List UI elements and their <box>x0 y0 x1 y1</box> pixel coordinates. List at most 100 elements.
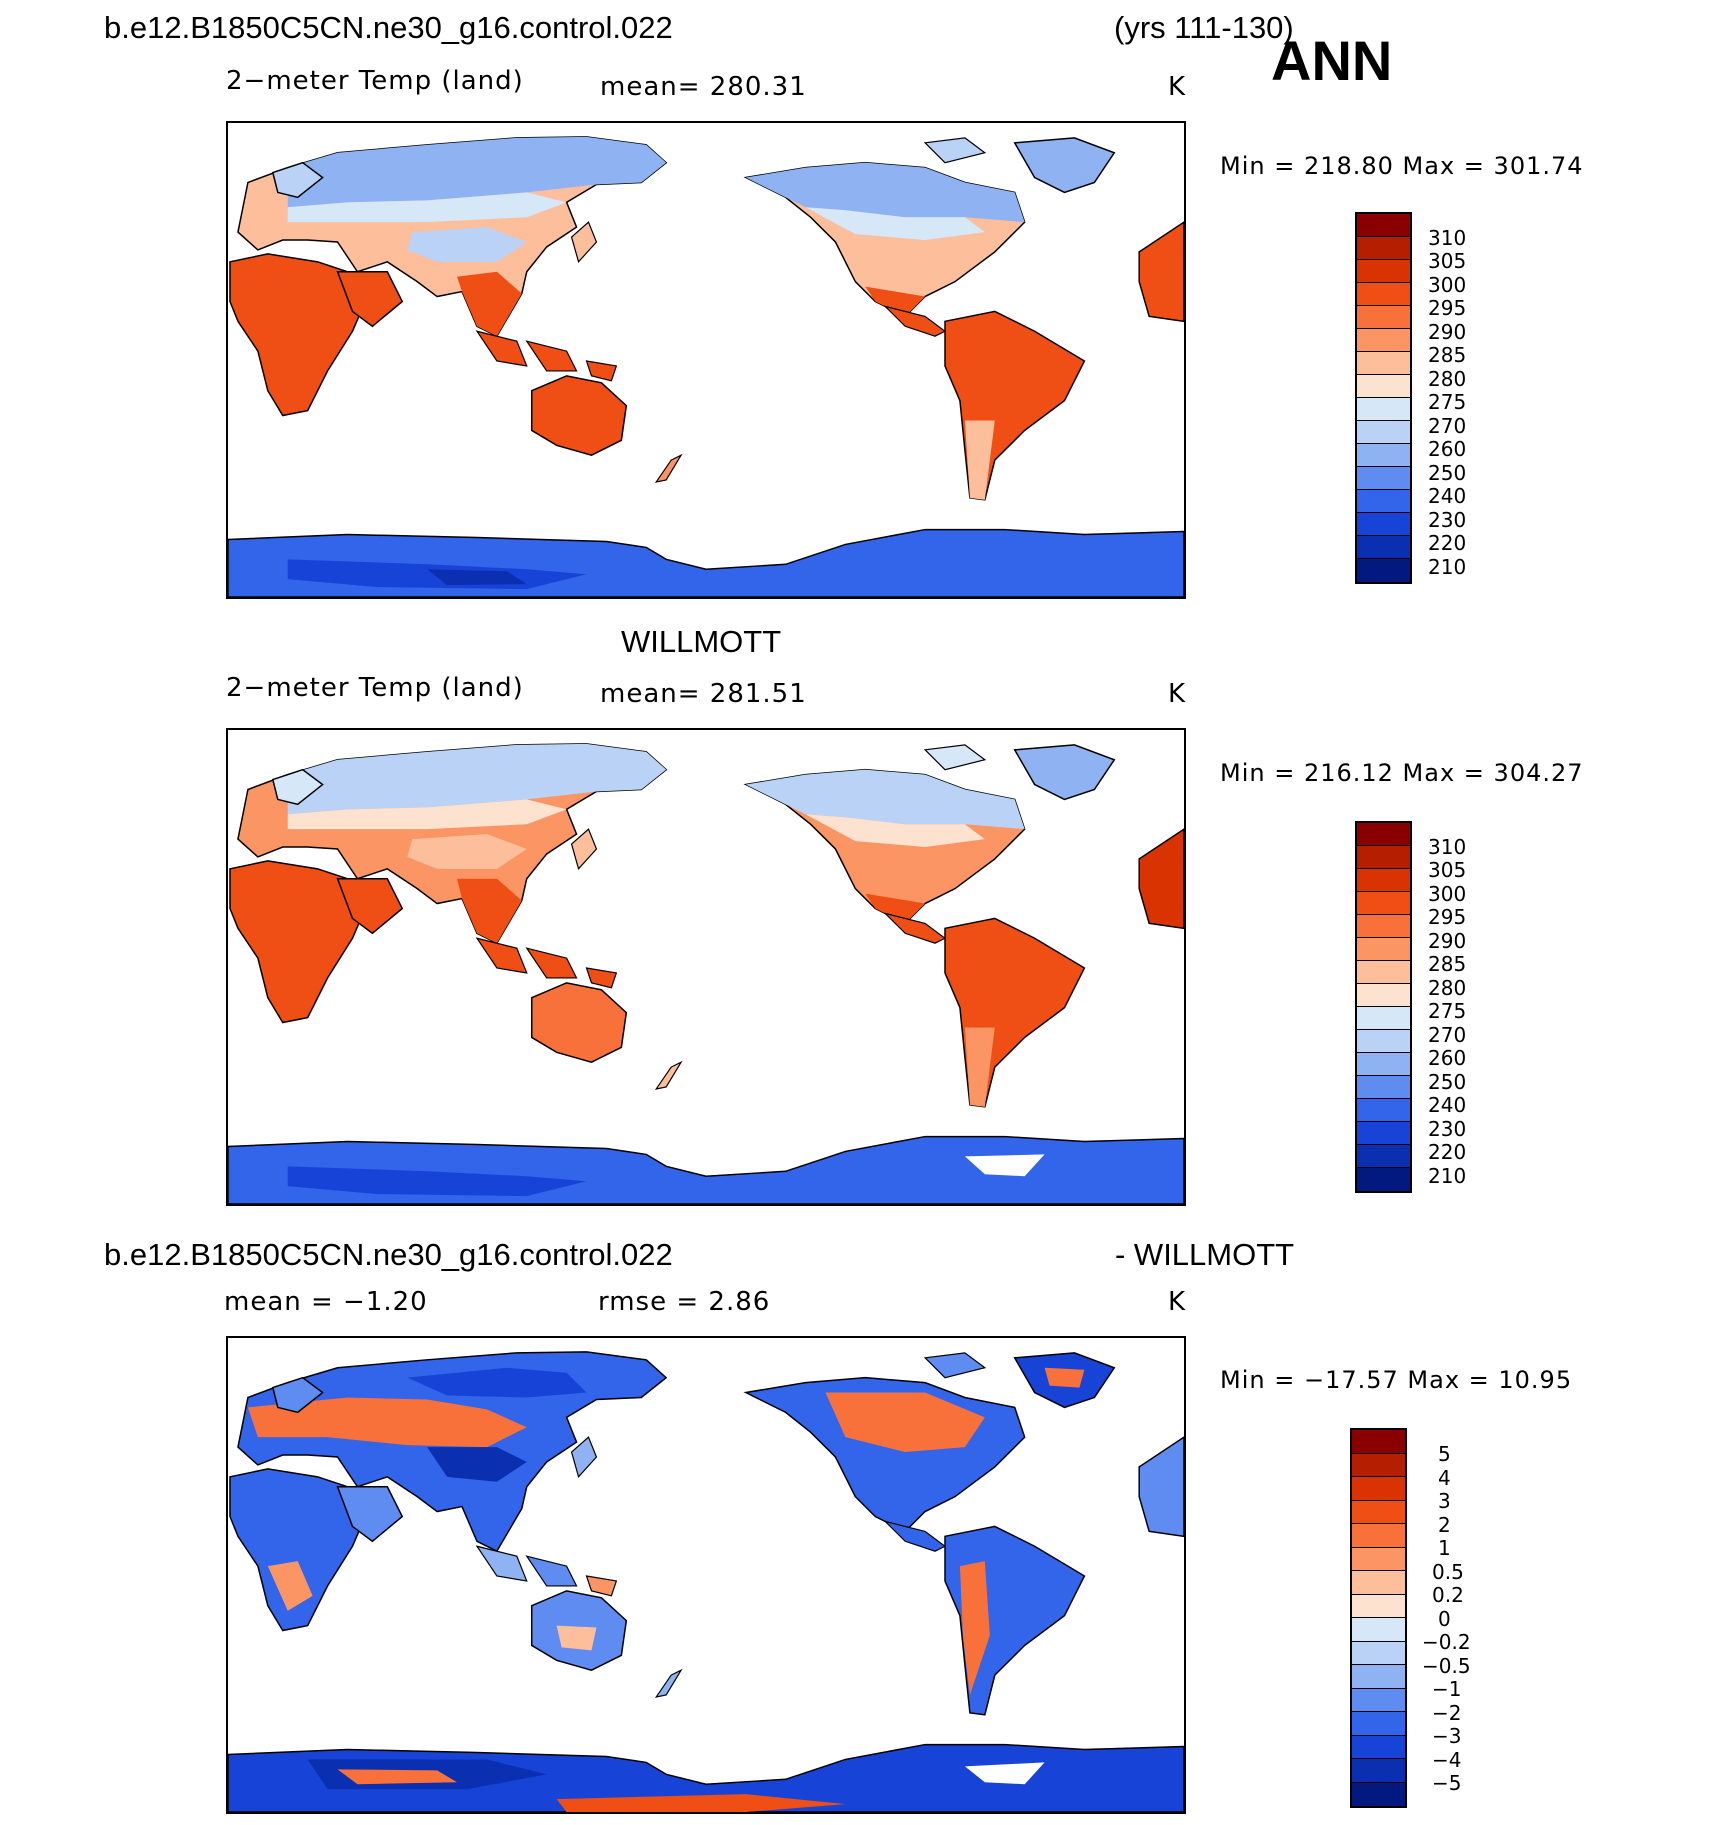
colorbar-segment <box>1357 467 1410 490</box>
colorbar-segment <box>1352 1594 1405 1618</box>
colorbar-segment <box>1352 1500 1405 1524</box>
panel3-title-right: - WILLMOTT <box>1115 1237 1295 1272</box>
colorbar-segment <box>1357 375 1410 398</box>
colorbar-segment <box>1357 984 1410 1007</box>
colorbar-label: 275 <box>1428 390 1467 414</box>
panel2-variable: 2−meter Temp (land) <box>226 673 524 703</box>
colorbar-segment <box>1352 1477 1405 1501</box>
colorbar-label: 310 <box>1428 835 1467 859</box>
panel2-colorbar <box>1355 821 1412 1193</box>
colorbar-segment <box>1352 1735 1405 1759</box>
colorbar-segment <box>1357 214 1410 237</box>
colorbar-label: 230 <box>1428 508 1467 532</box>
colorbar-segment <box>1352 1665 1405 1689</box>
colorbar-segment <box>1357 490 1410 513</box>
panel3-rmse: rmse = 2.86 <box>598 1287 771 1317</box>
colorbar-label: 250 <box>1428 1070 1467 1094</box>
case-title: b.e12.B1850C5CN.ne30_g16.control.022 <box>104 10 673 45</box>
colorbar-segment <box>1357 352 1410 375</box>
colorbar-segment <box>1357 1122 1410 1145</box>
colorbar-segment <box>1357 1168 1410 1191</box>
colorbar-segment <box>1352 1430 1405 1454</box>
colorbar-label: 285 <box>1428 343 1467 367</box>
colorbar-label: 305 <box>1428 858 1467 882</box>
colorbar-label: −3 <box>1432 1724 1462 1748</box>
colorbar-label: 0.5 <box>1432 1560 1464 1584</box>
colorbar-segment <box>1352 1571 1405 1595</box>
colorbar-label: 270 <box>1428 414 1467 438</box>
colorbar-label: −1 <box>1432 1677 1462 1701</box>
colorbar-segment <box>1352 1782 1405 1806</box>
colorbar-segment <box>1357 329 1410 352</box>
panel3-title-left: b.e12.B1850C5CN.ne30_g16.control.022 <box>104 1237 673 1272</box>
colorbar-segment <box>1352 1618 1405 1642</box>
panel2-minmax: Min = 216.12 Max = 304.27 <box>1220 759 1584 787</box>
colorbar-label: 2 <box>1438 1513 1451 1537</box>
colorbar-segment <box>1352 1453 1405 1477</box>
colorbar-segment <box>1357 1099 1410 1122</box>
panel2-mean: mean= 281.51 <box>600 679 807 709</box>
colorbar-label: 220 <box>1428 531 1467 555</box>
colorbar-segment <box>1357 1030 1410 1053</box>
colorbar-label: 280 <box>1428 367 1467 391</box>
years-label: (yrs 111-130) <box>1114 10 1294 45</box>
colorbar-label: 220 <box>1428 1140 1467 1164</box>
colorbar-label: 240 <box>1428 1093 1467 1117</box>
colorbar-segment <box>1357 1053 1410 1076</box>
panel2-title: WILLMOTT <box>621 624 782 659</box>
colorbar-label: 1 <box>1438 1536 1451 1560</box>
colorbar-label: 3 <box>1438 1489 1451 1513</box>
panel1-colorbar <box>1355 212 1412 584</box>
colorbar-segment <box>1357 283 1410 306</box>
colorbar-segment <box>1357 513 1410 536</box>
colorbar-segment <box>1357 823 1410 846</box>
panel3-minmax: Min = −17.57 Max = 10.95 <box>1220 1366 1573 1394</box>
colorbar-segment <box>1357 1007 1410 1030</box>
panel3-units: K <box>1168 1287 1187 1317</box>
colorbar-segment <box>1357 536 1410 559</box>
panel3-mean: mean = −1.20 <box>224 1287 428 1317</box>
colorbar-label: 295 <box>1428 296 1467 320</box>
colorbar-segment <box>1357 260 1410 283</box>
colorbar-segment <box>1357 421 1410 444</box>
colorbar-segment <box>1352 1712 1405 1736</box>
colorbar-segment <box>1357 559 1410 582</box>
colorbar-segment <box>1357 892 1410 915</box>
colorbar-segment <box>1357 1145 1410 1168</box>
colorbar-segment <box>1352 1759 1405 1783</box>
colorbar-segment <box>1357 846 1410 869</box>
colorbar-label: 300 <box>1428 882 1467 906</box>
panel1-units: K <box>1168 72 1187 102</box>
colorbar-label: 210 <box>1428 1164 1467 1188</box>
panel2-map <box>226 728 1186 1206</box>
colorbar-label: −0.5 <box>1422 1654 1471 1678</box>
colorbar-label: 5 <box>1438 1442 1451 1466</box>
panel1-minmax: Min = 218.80 Max = 301.74 <box>1220 152 1584 180</box>
colorbar-label: 295 <box>1428 905 1467 929</box>
colorbar-label: 4 <box>1438 1466 1451 1490</box>
colorbar-segment <box>1357 915 1410 938</box>
colorbar-label: 280 <box>1428 976 1467 1000</box>
season-label: ANN <box>1271 29 1393 92</box>
colorbar-label: 210 <box>1428 555 1467 579</box>
colorbar-label: 305 <box>1428 249 1467 273</box>
panel2-units: K <box>1168 679 1187 709</box>
panel3-map <box>226 1336 1186 1814</box>
colorbar-label: 300 <box>1428 273 1467 297</box>
colorbar-label: 230 <box>1428 1117 1467 1141</box>
colorbar-segment <box>1357 398 1410 421</box>
colorbar-segment <box>1352 1641 1405 1665</box>
colorbar-segment <box>1357 306 1410 329</box>
colorbar-segment <box>1357 444 1410 467</box>
colorbar-label: −5 <box>1432 1771 1462 1795</box>
colorbar-label: 310 <box>1428 226 1467 250</box>
colorbar-segment <box>1352 1547 1405 1571</box>
colorbar-label: −0.2 <box>1422 1630 1471 1654</box>
colorbar-label: −4 <box>1432 1748 1462 1772</box>
colorbar-label: 260 <box>1428 437 1467 461</box>
colorbar-label: −2 <box>1432 1701 1462 1725</box>
colorbar-segment <box>1352 1688 1405 1712</box>
colorbar-label: 290 <box>1428 929 1467 953</box>
colorbar-label: 290 <box>1428 320 1467 344</box>
panel1-variable: 2−meter Temp (land) <box>226 66 524 96</box>
